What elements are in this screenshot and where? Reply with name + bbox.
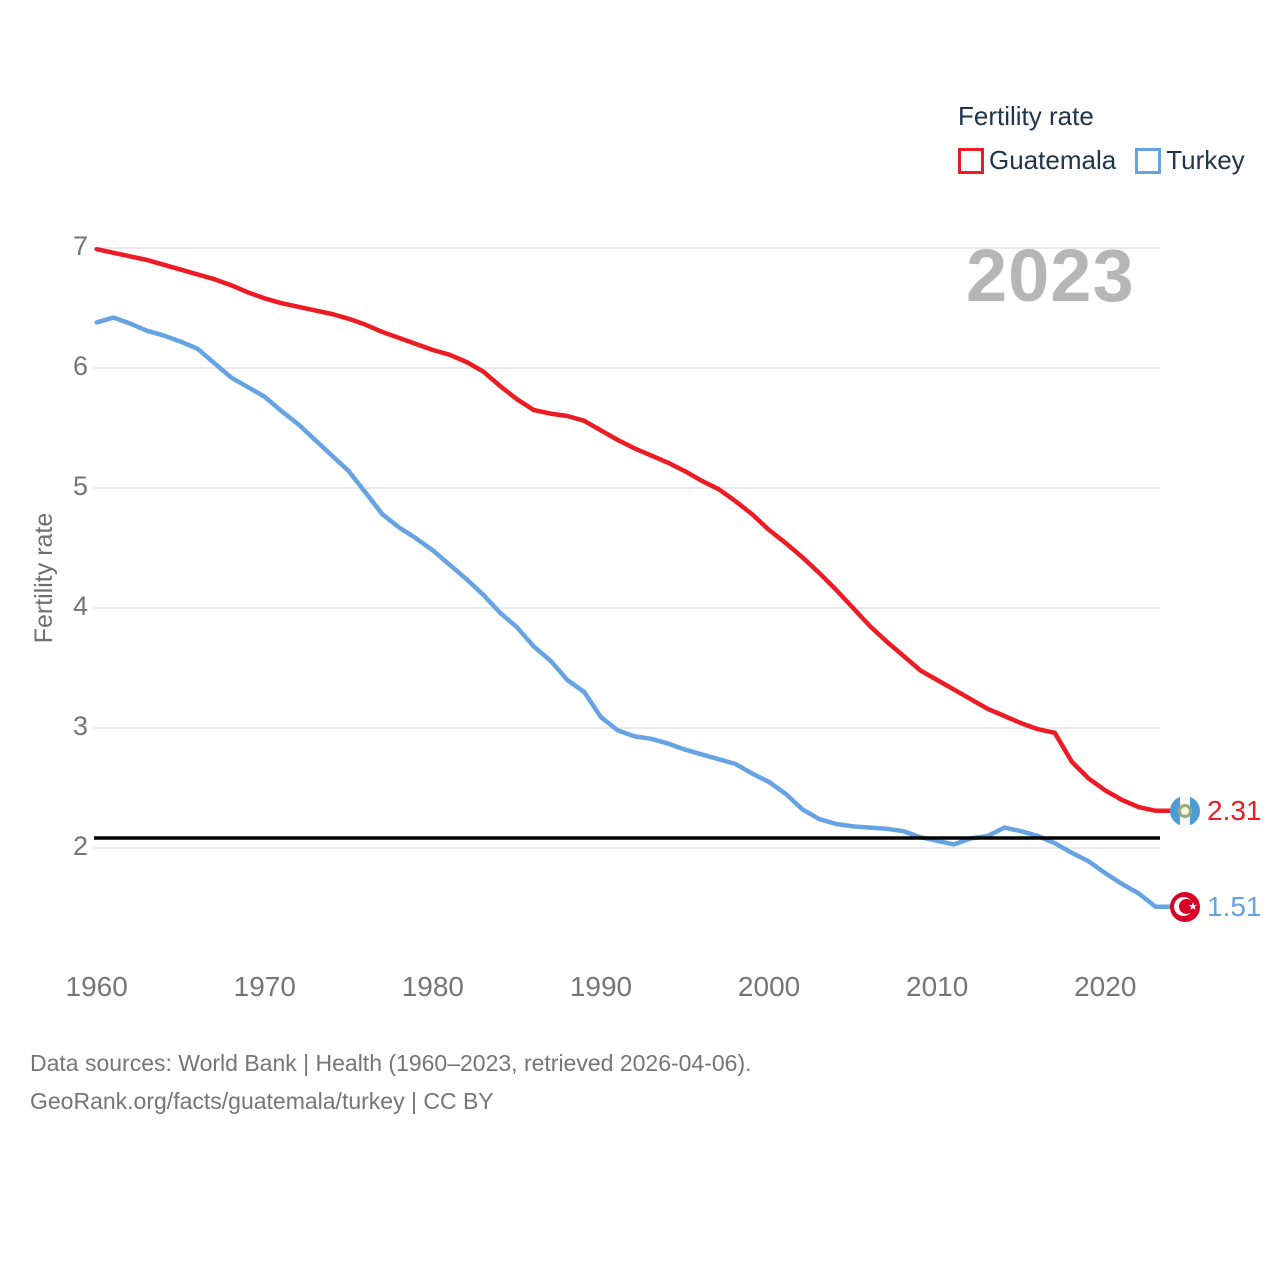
legend-item-label: Turkey bbox=[1166, 145, 1245, 175]
x-tick-label-1990: 1990 bbox=[569, 971, 633, 1002]
star-icon: ★ bbox=[1188, 900, 1198, 913]
y-tick-label-2: 2 bbox=[72, 831, 88, 861]
guatemala-emblem-icon bbox=[1178, 803, 1192, 818]
legend-title: Fertility rate bbox=[958, 101, 1094, 131]
x-tick-label-2010: 2010 bbox=[906, 971, 969, 1002]
footer: Data sources: World Bank | Health (1960–… bbox=[30, 1044, 752, 1120]
footer-attribution: GeoRank.org/facts/guatemala/turkey | CC … bbox=[30, 1088, 494, 1114]
turkey-swatch-icon bbox=[1135, 147, 1162, 174]
y-tick-label-6: 6 bbox=[72, 351, 88, 381]
x-tick-label-1960: 1960 bbox=[65, 971, 128, 1002]
turkey-end-label: ★ 1.51 bbox=[1170, 890, 1262, 922]
footer-data-sources: Data sources: World Bank | Health (1960–… bbox=[30, 1050, 752, 1076]
legend: Fertility rate Guatemala Turkey bbox=[958, 101, 1245, 176]
x-tick-label-1970: 1970 bbox=[233, 971, 296, 1002]
x-tick-label-2020: 2020 bbox=[1074, 971, 1137, 1002]
series-line-guatemala bbox=[94, 246, 1175, 814]
guatemala-flag-icon bbox=[1170, 795, 1200, 826]
y-tick-label-4: 4 bbox=[72, 591, 88, 621]
x-tick-label-2000: 2000 bbox=[737, 971, 801, 1002]
crescent-icon bbox=[1174, 896, 1194, 916]
guatemala-end-value: 2.31 bbox=[1207, 794, 1262, 826]
legend-item-label: Guatemala bbox=[989, 145, 1117, 175]
legend-item-guatemala[interactable]: Guatemala bbox=[958, 145, 1116, 176]
legend-items: Guatemala Turkey bbox=[958, 145, 1245, 176]
y-tick-label-3: 3 bbox=[72, 711, 88, 741]
y-tick-label-7: 7 bbox=[72, 231, 88, 261]
x-tick-label-1980: 1980 bbox=[401, 971, 465, 1002]
year-watermark: 2023 bbox=[966, 234, 1135, 317]
series-line-turkey bbox=[94, 315, 1175, 910]
guatemala-swatch-icon bbox=[958, 147, 984, 174]
turkey-flag-icon: ★ bbox=[1170, 891, 1200, 922]
guatemala-end-label: 2.31 bbox=[1170, 794, 1262, 826]
y-tick-label-5: 5 bbox=[72, 471, 88, 501]
turkey-end-value: 1.51 bbox=[1207, 890, 1262, 922]
legend-item-turkey[interactable]: Turkey bbox=[1135, 145, 1245, 176]
